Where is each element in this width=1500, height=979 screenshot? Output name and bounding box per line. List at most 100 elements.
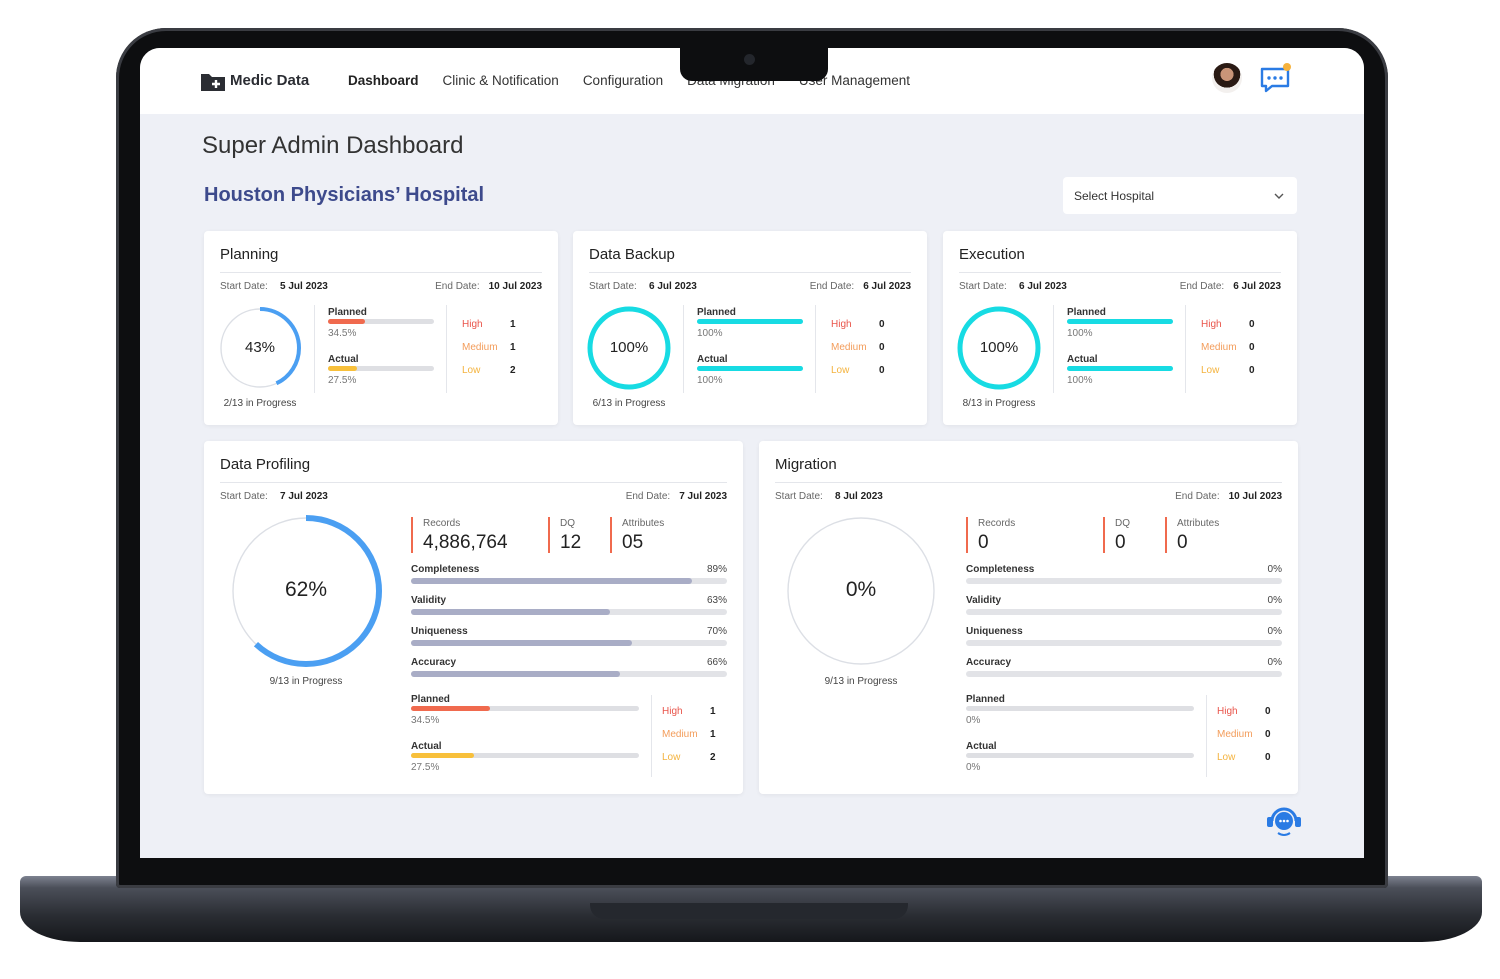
ring-label: 43% xyxy=(244,339,276,356)
actual-bar xyxy=(411,753,474,758)
ring-label: 100% xyxy=(609,339,649,356)
bar-track xyxy=(328,366,434,371)
start-date: 6 Jul 2023 xyxy=(1019,281,1067,292)
planned-label: Planned xyxy=(1067,307,1106,318)
ring-arc xyxy=(219,307,301,389)
end-date-group: End Date: 6 Jul 2023 xyxy=(1180,281,1281,292)
quality-value: 63% xyxy=(706,595,727,606)
metric: Records 4,886,764 xyxy=(411,517,508,553)
metric-value: 0 xyxy=(1115,532,1126,553)
priority-label: Medium xyxy=(1217,729,1253,740)
planned-label: Planned xyxy=(966,694,1005,705)
start-date: 7 Jul 2023 xyxy=(280,491,328,502)
progress-ring xyxy=(787,517,935,665)
card-title: Data Backup xyxy=(589,246,675,263)
end-date-group: End Date: 6 Jul 2023 xyxy=(810,281,911,292)
nav-menu: Dashboard Clinic & Notification Configurat… xyxy=(348,73,934,88)
actual-label: Actual xyxy=(697,354,728,365)
ring-arc xyxy=(587,306,671,390)
quality-value: 0% xyxy=(1267,657,1282,668)
quality-bar xyxy=(411,578,693,584)
nav-item[interactable]: Dashboard xyxy=(348,73,419,88)
planned-bar xyxy=(1067,319,1173,324)
start-date: 6 Jul 2023 xyxy=(649,281,697,292)
hospital-name: Houston Physicians’ Hospital xyxy=(204,184,485,206)
bar-track xyxy=(966,578,1282,584)
chat-icon[interactable] xyxy=(1258,62,1294,94)
progress-ring xyxy=(230,515,382,667)
quality-bar xyxy=(411,640,633,646)
camera-notch xyxy=(680,40,828,81)
priority-count: 2 xyxy=(710,752,716,763)
planned-bar xyxy=(697,319,803,324)
quality-label: Completeness xyxy=(411,564,480,575)
metric-label: Records xyxy=(423,518,461,529)
planned-label: Planned xyxy=(697,307,736,318)
actual-value: 100% xyxy=(1067,375,1093,386)
priority-label: High xyxy=(462,319,483,330)
planned-value: 100% xyxy=(1067,328,1093,339)
planned-bar xyxy=(411,706,490,711)
nav-item[interactable]: User Management xyxy=(798,73,910,88)
v-divider xyxy=(446,305,447,393)
progress-status: 9/13 in Progress xyxy=(824,676,898,687)
priority-count: 0 xyxy=(879,319,885,330)
quality-bar xyxy=(411,609,611,615)
metric: Records 0 xyxy=(966,517,1015,553)
ring-label: 0% xyxy=(845,578,877,602)
actual-label: Actual xyxy=(966,741,997,752)
priority-count: 0 xyxy=(1249,342,1255,353)
metric: Attributes 0 xyxy=(1165,517,1219,553)
end-date: 6 Jul 2023 xyxy=(1233,281,1281,292)
end-label: End Date: xyxy=(625,491,671,502)
quality-value: 0% xyxy=(1267,564,1282,575)
hospital-select[interactable]: Select Hospital xyxy=(1063,177,1297,214)
planned-value: 34.5% xyxy=(328,328,357,339)
progress-status: 2/13 in Progress xyxy=(223,398,297,409)
metric: DQ 0 xyxy=(1103,517,1130,553)
bar-track xyxy=(411,753,639,758)
ring-arc xyxy=(957,306,1041,390)
quality-value: 66% xyxy=(706,657,727,668)
quality-label: Validity xyxy=(966,595,1002,606)
priority-count: 0 xyxy=(1265,729,1271,740)
priority-count: 1 xyxy=(710,729,716,740)
nav-item[interactable]: Clinic & Notification xyxy=(442,73,559,88)
metric-label: DQ xyxy=(560,518,575,529)
actual-bar xyxy=(1067,366,1173,371)
start-label: Start Date: xyxy=(220,281,268,292)
ring-label: 100% xyxy=(979,339,1019,356)
avatar[interactable] xyxy=(1212,63,1242,93)
start-label: Start Date: xyxy=(775,491,823,502)
priority-count: 0 xyxy=(879,342,885,353)
start-label: Start Date: xyxy=(959,281,1007,292)
quality-value: 89% xyxy=(706,564,727,575)
support-button[interactable] xyxy=(1264,803,1304,839)
progress-ring xyxy=(957,306,1041,390)
nav-item[interactable]: Configuration xyxy=(582,73,664,88)
bar-track xyxy=(966,640,1282,646)
priority-label: High xyxy=(1217,706,1238,717)
planned-value: 100% xyxy=(697,328,723,339)
card-title: Data Profiling xyxy=(220,456,311,473)
priority-count: 0 xyxy=(1265,752,1271,763)
stage-card: Data Backup Start Date: 6 Jul 2023 End Date… xyxy=(573,231,927,425)
end-label: End Date: xyxy=(1179,281,1225,292)
progress-status: 9/13 in Progress xyxy=(269,676,343,687)
brand-icon xyxy=(201,74,225,91)
v-divider xyxy=(651,695,652,777)
priority-label: Medium xyxy=(1201,342,1237,353)
metric: DQ 12 xyxy=(548,517,581,553)
priority-label: Medium xyxy=(462,342,498,353)
laptop-groove xyxy=(590,903,908,919)
priority-count: 1 xyxy=(510,319,516,330)
bar-track xyxy=(966,671,1282,677)
end-date: 10 Jul 2023 xyxy=(488,281,542,292)
card-divider xyxy=(220,272,542,273)
quality-label: Validity xyxy=(411,595,447,606)
priority-label: Low xyxy=(662,752,681,763)
start-date: 8 Jul 2023 xyxy=(835,491,883,502)
priority-label: High xyxy=(662,706,683,717)
card-divider xyxy=(959,272,1281,273)
